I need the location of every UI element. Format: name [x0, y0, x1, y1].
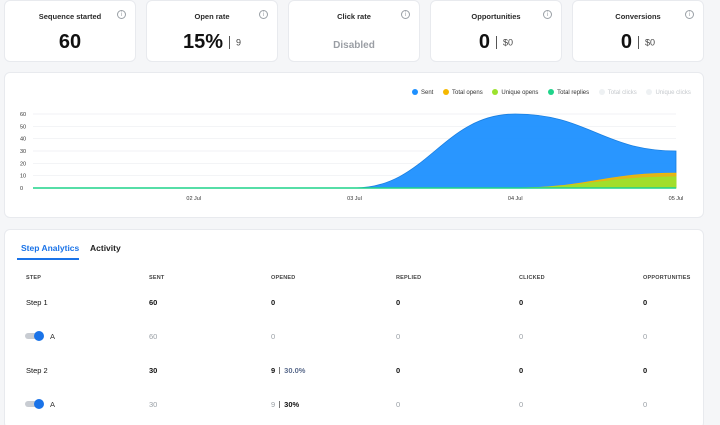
column-header-clicked: CLICKED — [519, 275, 545, 281]
opportunities-value: 0 — [643, 400, 648, 409]
variant-name: A — [50, 400, 56, 409]
column-header-replied: REPLIED — [396, 275, 422, 281]
opened-value: 9 — [271, 366, 276, 375]
legend-dot — [548, 89, 555, 95]
sent-value: 30 — [149, 366, 158, 375]
legend-dot — [443, 89, 450, 95]
legend-item-unique-clicks[interactable]: Unique clicks — [646, 89, 691, 96]
stat-card-click-rate: Click rate i Disabled — [288, 0, 420, 62]
y-tick-label: 0 — [20, 186, 23, 192]
info-icon[interactable]: i — [401, 10, 410, 19]
legend-item-total-opens[interactable]: Total opens — [443, 89, 483, 96]
tab-activity[interactable]: Activity — [90, 243, 121, 253]
step-name: Step 2 — [26, 366, 48, 375]
stat-value: 60 — [58, 31, 82, 53]
opened-value: 9 — [271, 400, 276, 409]
sent-value: 60 — [149, 298, 158, 307]
x-tick-label: 04 Jul — [508, 196, 523, 202]
stat-title: Click rate — [337, 12, 371, 21]
area-chart: 0 10 20 30 40 50 60 02 Jul 03 Jul 04 Jul 05 Jul — [20, 112, 684, 202]
y-tick-label: 30 — [20, 149, 26, 155]
y-tick-label: 50 — [20, 124, 26, 130]
column-header-opened: OPENED — [271, 275, 296, 281]
step-name: Step 1 — [26, 298, 48, 307]
opportunities-value: 0 — [643, 366, 648, 375]
legend-item-total-replies[interactable]: Total replies — [548, 89, 589, 96]
replied-value: 0 — [396, 298, 401, 307]
stat-value: 15% — [182, 31, 223, 53]
clicked-value: 0 — [519, 400, 524, 409]
info-icon[interactable]: i — [117, 10, 126, 19]
stat-title: Conversions — [615, 12, 661, 21]
info-icon[interactable]: i — [543, 10, 552, 19]
chart-legend: Sent Total opens Unique opens Total repl… — [412, 89, 699, 96]
opportunities-value: 0 — [643, 298, 648, 307]
column-header-sent: SENT — [149, 275, 165, 281]
sent-value: 60 — [149, 332, 158, 341]
stat-sub-value: 9 — [236, 37, 242, 48]
legend-dot — [646, 89, 653, 95]
info-icon[interactable]: i — [685, 10, 694, 19]
stat-value: 0 — [620, 31, 633, 53]
y-tick-label: 40 — [20, 137, 26, 143]
clicked-value: 0 — [519, 366, 524, 375]
y-tick-label: 60 — [20, 112, 26, 118]
y-tick-label: 10 — [20, 174, 26, 180]
variant-toggle[interactable] — [25, 399, 44, 409]
variant-toggle[interactable] — [25, 331, 44, 341]
sent-value: 30 — [149, 400, 158, 409]
replied-value: 0 — [396, 400, 401, 409]
stat-cards: Sequence started i 60 Open rate i 15% 9 C… — [4, 0, 712, 62]
clicked-value: 0 — [519, 332, 524, 341]
step-analytics-panel — [4, 229, 704, 425]
opened-value: 0 — [271, 332, 276, 341]
stat-card-sequence-started: Sequence started i 60 — [4, 0, 136, 62]
legend-item-unique-opens[interactable]: Unique opens — [492, 89, 538, 96]
y-tick-label: 20 — [20, 161, 26, 167]
stat-card-opportunities: Opportunities i 0 $0 — [430, 0, 562, 62]
legend-dot — [492, 89, 499, 95]
variant-name: A — [50, 332, 56, 341]
opened-percent: 30% — [284, 400, 300, 409]
clicked-value: 0 — [519, 298, 524, 307]
legend-item-total-clicks[interactable]: Total clicks — [598, 89, 637, 96]
legend-dot — [598, 89, 605, 95]
tab-step-analytics[interactable]: Step Analytics — [21, 243, 80, 253]
legend-item-sent[interactable]: Sent — [412, 89, 433, 96]
stat-sub-value: $0 — [503, 37, 514, 48]
stat-card-open-rate: Open rate i 15% 9 — [146, 0, 278, 62]
x-tick-label: 03 Jul — [347, 196, 362, 202]
active-tab-indicator — [17, 258, 79, 260]
stat-card-conversions: Conversions i 0 $0 — [572, 0, 704, 62]
opened-cell: 9 30% — [271, 400, 299, 409]
opened-cell: 9 30.0% — [271, 366, 305, 375]
stat-title: Open rate — [194, 12, 230, 21]
stat-sub-value: $0 — [645, 37, 656, 48]
column-header-step: STEP — [26, 275, 42, 281]
opportunities-value: 0 — [643, 332, 648, 341]
x-tick-label: 05 Jul — [669, 196, 684, 202]
stat-value: Disabled — [333, 40, 375, 51]
stat-title: Opportunities — [471, 12, 521, 21]
stat-value: 0 — [478, 31, 491, 53]
legend-dot — [412, 89, 418, 95]
stat-title: Sequence started — [38, 12, 102, 21]
x-tick-label: 02 Jul — [186, 196, 201, 202]
column-header-opportunities: OPPORTUNITIES — [643, 275, 691, 281]
replied-value: 0 — [396, 332, 401, 341]
opened-value: 0 — [271, 298, 276, 307]
opened-percent: 30.0% — [284, 366, 306, 375]
replied-value: 0 — [396, 366, 401, 375]
info-icon[interactable]: i — [259, 10, 268, 19]
